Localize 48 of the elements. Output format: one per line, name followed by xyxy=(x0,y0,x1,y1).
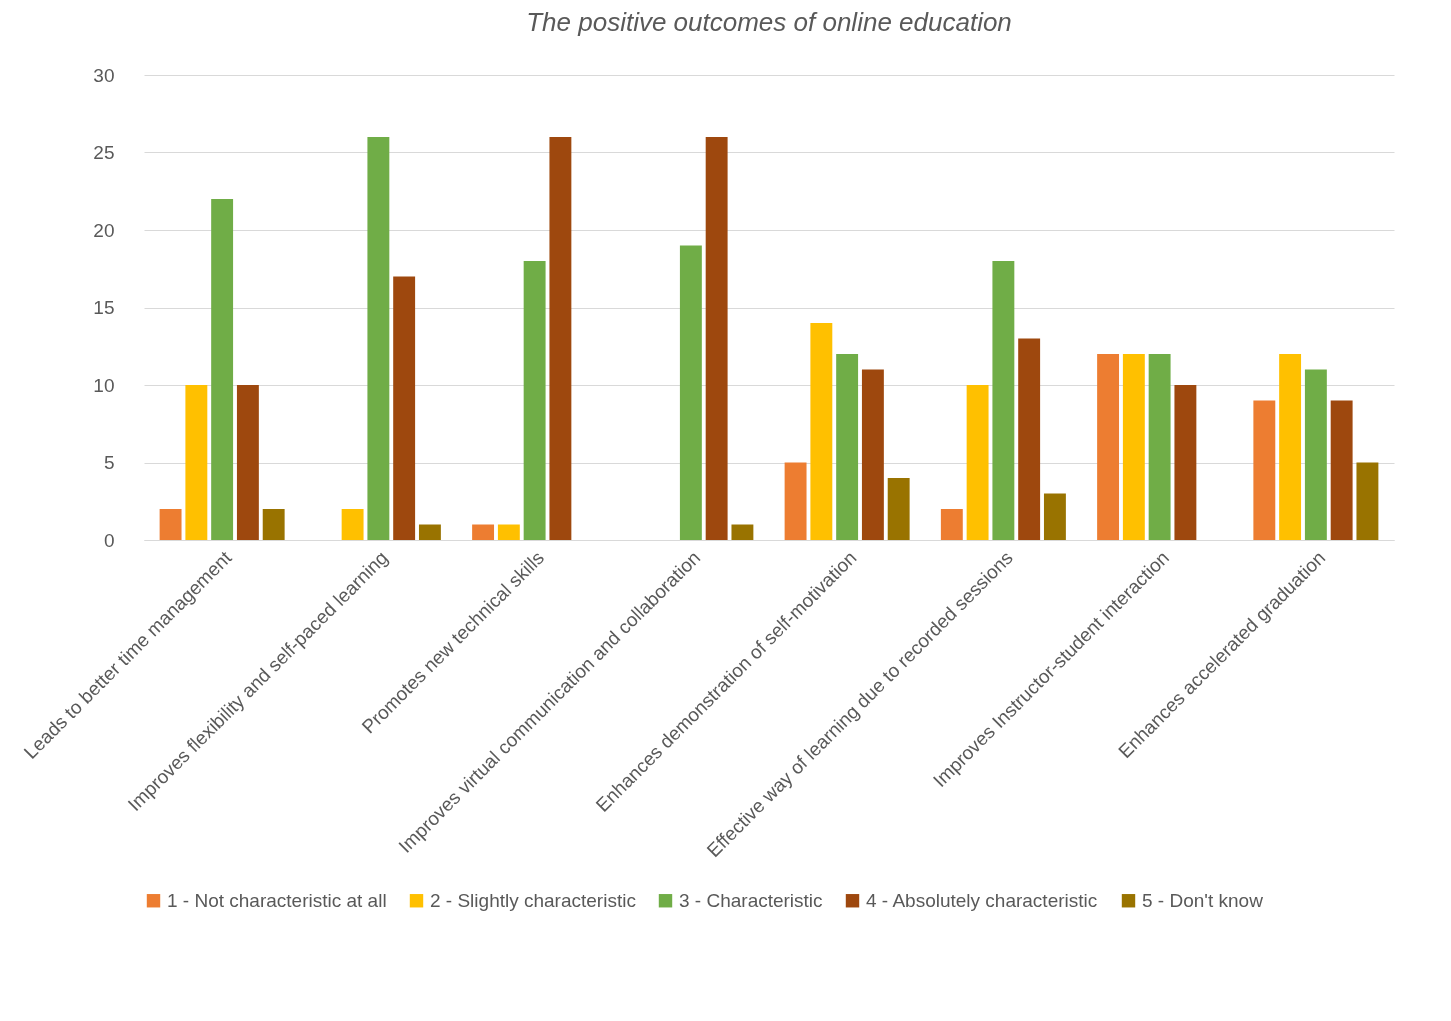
bar xyxy=(1304,369,1327,540)
bar xyxy=(367,137,390,540)
bar xyxy=(262,509,285,540)
y-tick-label: 25 xyxy=(93,142,115,163)
chart-title: The positive outcomes of online education xyxy=(526,7,1012,37)
bar xyxy=(887,478,910,540)
bar xyxy=(1018,338,1041,540)
bar xyxy=(1356,462,1379,540)
bar xyxy=(1174,385,1197,540)
bar xyxy=(1253,400,1276,540)
bar xyxy=(1043,493,1066,540)
bar xyxy=(940,509,963,540)
bar xyxy=(1122,354,1145,540)
bar xyxy=(861,369,884,540)
legend-label: 4 - Absolutely characteristic xyxy=(866,889,1098,911)
bar xyxy=(731,524,754,540)
bar xyxy=(1097,354,1120,540)
bar xyxy=(497,524,520,540)
y-tick-label: 20 xyxy=(93,219,115,241)
legend-label: 5 - Don't know xyxy=(1142,889,1264,911)
bar xyxy=(992,261,1015,540)
y-tick-label: 10 xyxy=(93,374,115,396)
bar xyxy=(341,509,364,540)
bar xyxy=(679,245,702,540)
bar xyxy=(159,509,182,540)
bar xyxy=(418,524,441,540)
bar xyxy=(705,137,728,540)
bar xyxy=(1279,354,1302,540)
bar xyxy=(185,385,208,540)
bar xyxy=(549,137,572,540)
y-tick-label: 5 xyxy=(103,452,115,473)
legend-label: 2 - Slightly characteristic xyxy=(430,889,636,911)
bar xyxy=(211,199,234,540)
legend-label: 3 - Characteristic xyxy=(679,889,823,911)
bar xyxy=(1148,354,1171,540)
legend-label: 1 - Not characteristic at all xyxy=(167,889,387,911)
y-tick-label: 30 xyxy=(93,64,115,86)
bar xyxy=(784,462,807,540)
bar xyxy=(1330,400,1353,540)
bar xyxy=(393,276,416,540)
bar xyxy=(472,524,495,540)
y-tick-label: 0 xyxy=(103,529,115,551)
y-tick-label: 15 xyxy=(93,297,115,318)
bar xyxy=(810,323,833,540)
bar xyxy=(836,354,859,540)
bar xyxy=(966,385,989,540)
bar xyxy=(523,261,546,540)
bar xyxy=(236,385,259,540)
